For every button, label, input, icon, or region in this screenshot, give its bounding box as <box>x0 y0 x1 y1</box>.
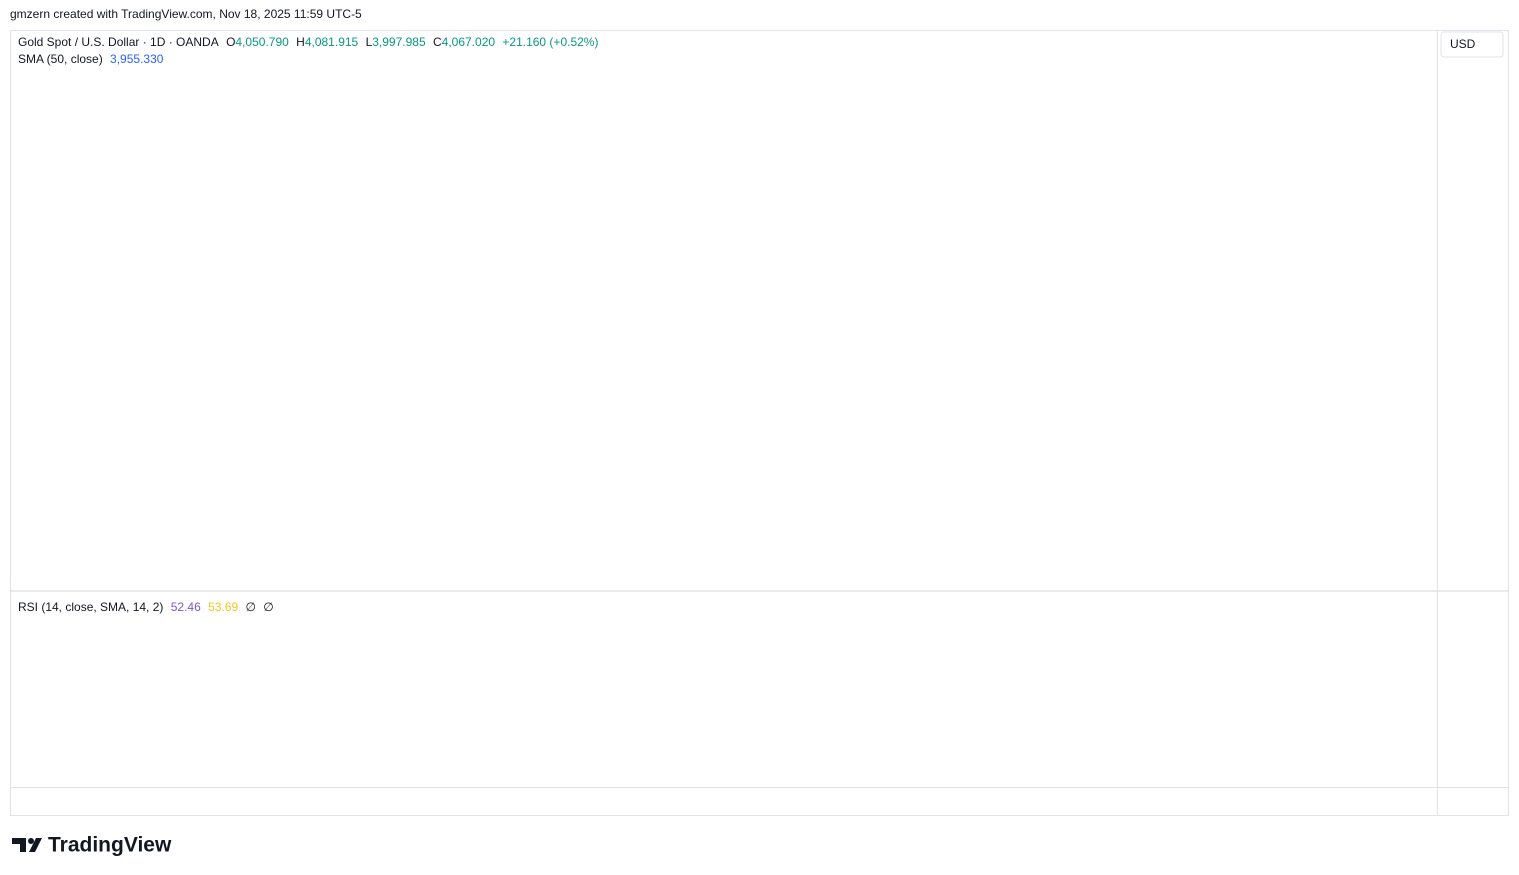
rsi-name[interactable]: RSI (14, close, SMA, 14, 2) <box>18 600 164 614</box>
ohlc-key: O <box>226 35 236 49</box>
rsi-extra: ∅ <box>263 600 274 614</box>
ohlc-value: 4,050.790 <box>235 35 289 49</box>
rsi-legend: RSI (14, close, SMA, 14, 2) 52.46 53.69 … <box>18 600 278 614</box>
change: +21.160 (+0.52%) <box>502 35 599 49</box>
ohlc-key: C <box>432 35 442 49</box>
logo-icon <box>12 838 42 852</box>
rsi-value: 52.46 <box>170 600 201 614</box>
main-legend: Gold Spot / U.S. Dollar · 1D · OANDA O4,… <box>18 35 602 49</box>
frame <box>10 30 1509 816</box>
currency-box[interactable] <box>1440 31 1504 58</box>
logo-text: TradingView <box>48 834 172 857</box>
ohlc-key: L <box>365 35 373 49</box>
sma-name[interactable]: SMA (50, close) <box>18 52 103 66</box>
currency[interactable]: USD <box>1450 37 1476 51</box>
attribution: gmzern created with TradingView.com, Nov… <box>10 7 362 21</box>
symbol[interactable]: Gold Spot / U.S. Dollar · 1D · OANDA <box>18 35 219 49</box>
rsi-ma-value: 53.69 <box>208 600 239 614</box>
ohlc-key: H <box>296 35 305 49</box>
sma-value: 3,955.330 <box>110 52 164 66</box>
ohlc-value: 4,067.020 <box>441 35 496 49</box>
ohlc-value: 4,081.915 <box>304 35 359 49</box>
ohlc-value: 3,997.985 <box>372 35 426 49</box>
rsi-extra: ∅ <box>245 600 256 614</box>
sma-legend: SMA (50, close) 3,955.330 <box>18 52 167 66</box>
